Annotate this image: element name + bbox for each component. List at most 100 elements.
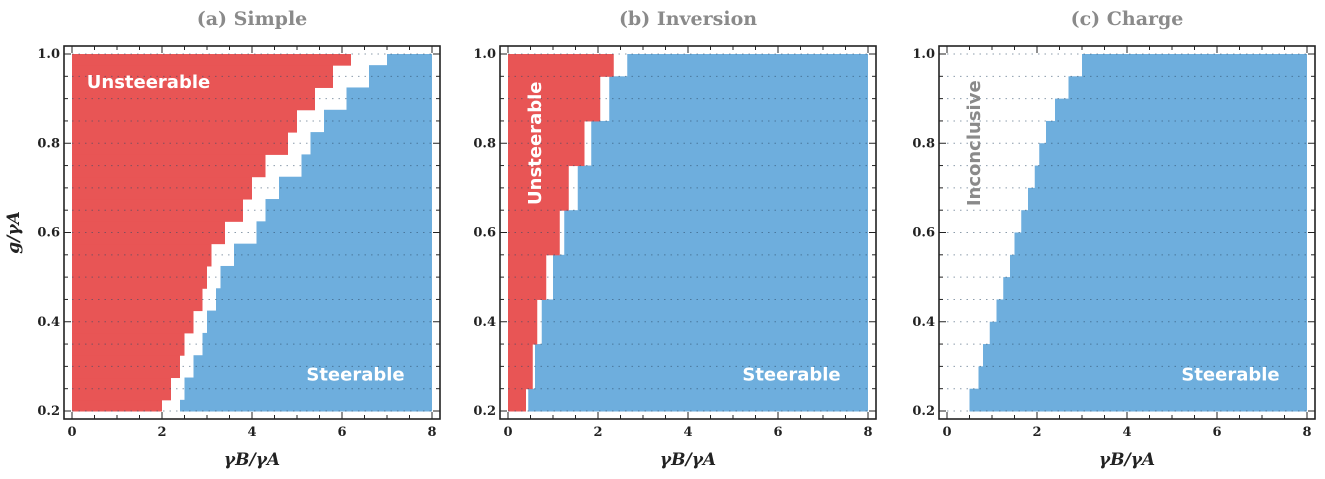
steerable-band [969, 388, 1307, 412]
unsteerable-band [508, 210, 560, 256]
x-tick-label: 8 [863, 425, 872, 440]
steerable-band [989, 321, 1307, 345]
unsteerable-band [508, 299, 538, 345]
steerable-band [609, 76, 868, 122]
steerable-label: Steerable [742, 364, 840, 385]
x-tick-label: 6 [773, 425, 782, 440]
unsteerable-band [72, 132, 288, 155]
steerable-band [301, 154, 432, 178]
panel-title: (b) Inversion [619, 8, 757, 30]
steerable-band [978, 366, 1307, 390]
panel-title: (a) Simple [197, 8, 308, 30]
unsteerable-band [72, 109, 297, 133]
x-axis-label: γB/γA [660, 450, 716, 470]
y-tick-label: 0.4 [912, 315, 935, 330]
y-tick-label: 0.2 [912, 404, 935, 419]
y-tick-label: 0.4 [37, 315, 60, 330]
steerable-band [996, 299, 1307, 323]
steerable-band [346, 87, 432, 111]
panel-2: 0 2 4 6 8 0.2 0.4 0.6 0.8 1.0 (b) Inversion γB/γA Un… [473, 8, 877, 470]
steerable-band [1039, 143, 1307, 167]
y-tick-label: 1.0 [473, 47, 496, 62]
steerable-band [387, 54, 432, 66]
unsteerable-band [508, 120, 585, 167]
unsteerable-band [72, 176, 252, 200]
steerable-band [1021, 210, 1307, 233]
y-tick-label: 0.8 [912, 136, 935, 151]
unsteerable-band [72, 332, 185, 356]
unsteerable-label: Unsteerable [87, 72, 210, 93]
x-tick-label: 4 [683, 425, 692, 440]
unsteerable-band [508, 254, 547, 300]
panel-3: 0 2 4 6 8 0.2 0.4 0.6 0.8 1.0 (c) Charge γB/γA Incon… [912, 8, 1316, 470]
x-tick-label: 2 [1032, 425, 1041, 440]
panel-1: 0 2 4 6 8 0.2 0.4 0.6 0.8 1.0 (a) Simple γB/γA g/γA U… [4, 8, 441, 470]
steerable-band [1068, 76, 1307, 100]
steerable-band [279, 176, 432, 200]
unsteerable-band [508, 165, 569, 211]
y-tick-label: 0.4 [473, 315, 496, 330]
steerable-band [983, 344, 1307, 367]
x-tick-label: 8 [427, 425, 436, 440]
steerable-band [1055, 98, 1307, 122]
x-tick-label: 8 [1302, 425, 1311, 440]
y-tick-label: 0.2 [37, 404, 60, 419]
steerable-band [202, 332, 432, 356]
x-tick-label: 6 [337, 425, 346, 440]
y-axis-label: g/γA [4, 211, 24, 254]
x-axis-label: γB/γA [1099, 450, 1155, 470]
unsteerable-band [72, 221, 225, 245]
steerable-label: Steerable [1181, 364, 1279, 385]
steerable-band [369, 65, 432, 88]
steerable-band [1014, 232, 1307, 256]
x-tick-label: 2 [157, 425, 166, 440]
unsteerable-band [72, 243, 212, 267]
unsteerable-band [72, 87, 315, 111]
y-tick-label: 1.0 [912, 47, 935, 62]
y-tick-label: 0.8 [37, 136, 60, 151]
x-tick-label: 0 [942, 425, 951, 440]
steerable-band [256, 221, 432, 245]
x-tick-label: 4 [1122, 425, 1131, 440]
unsteerable-band [72, 54, 351, 66]
steerable-label: Steerable [306, 364, 404, 385]
steerable-band [541, 299, 868, 345]
unsteerable-band [508, 54, 614, 77]
unsteerable-band [72, 310, 194, 334]
unsteerable-band [508, 344, 533, 390]
steerable-band [216, 288, 432, 312]
unsteerable-band [72, 377, 171, 401]
steerable-band [535, 344, 868, 390]
steerable-band [528, 388, 868, 412]
inconclusive-label: Inconclusive [964, 80, 985, 206]
steerable-band [627, 54, 868, 77]
steerable-band [1003, 277, 1307, 300]
x-tick-label: 0 [503, 425, 512, 440]
steerable-band [1010, 254, 1307, 278]
x-tick-label: 2 [593, 425, 602, 440]
unsteerable-band [72, 154, 266, 178]
steerable-band [1046, 120, 1307, 144]
y-tick-label: 0.6 [473, 226, 496, 241]
unsteerable-label: Unsteerable [525, 82, 546, 205]
unsteerable-band [508, 388, 526, 412]
steerable-band [1028, 187, 1307, 211]
steerable-band [184, 377, 432, 401]
y-tick-label: 1.0 [37, 47, 60, 62]
steerable-band [1082, 54, 1307, 77]
x-tick-label: 0 [67, 425, 76, 440]
x-axis-label: γB/γA [224, 450, 280, 470]
steerable-band [1034, 165, 1307, 189]
steerable-band [265, 199, 432, 222]
panel-title: (c) Charge [1071, 8, 1184, 30]
y-tick-label: 0.2 [473, 404, 496, 419]
x-tick-label: 4 [247, 425, 256, 440]
y-tick-label: 0.6 [37, 226, 60, 241]
y-tick-label: 0.8 [473, 136, 496, 151]
unsteerable-band [72, 399, 162, 412]
y-tick-label: 0.6 [912, 226, 935, 241]
unsteerable-band [72, 265, 207, 289]
steerable-band [180, 399, 432, 412]
x-tick-label: 6 [1212, 425, 1221, 440]
